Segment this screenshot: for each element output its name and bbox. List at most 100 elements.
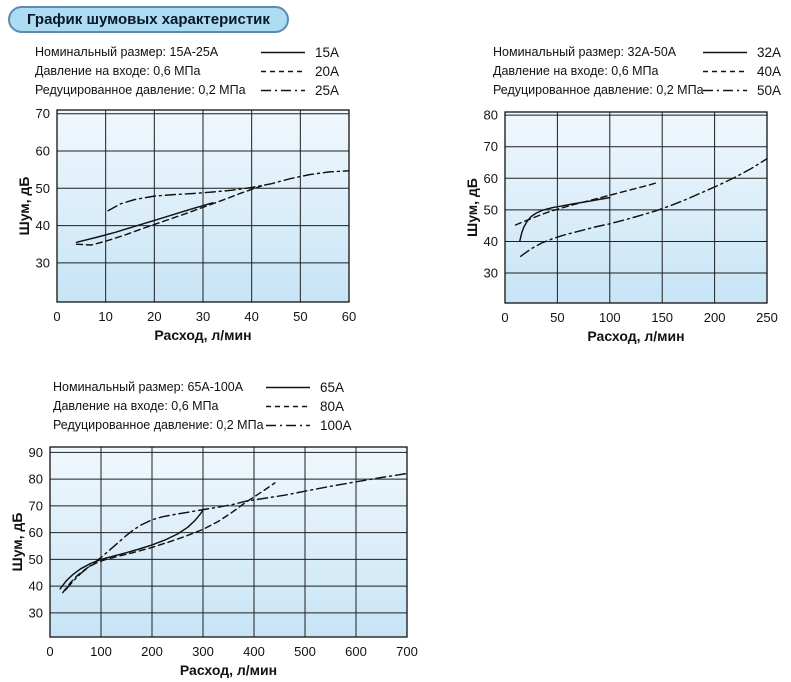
legend-key-label: 40А [757, 64, 782, 79]
legend-keys-15a-25a: 15А 20А 25А [260, 43, 339, 100]
series-20А [75, 185, 263, 246]
x-tick-label: 200 [704, 310, 726, 325]
x-tick-label: 100 [90, 644, 112, 659]
series-15А [75, 202, 214, 244]
y-tick-label: 50 [484, 202, 498, 217]
x-tick-label: 10 [98, 309, 112, 324]
legend-key-50a: 50А [702, 81, 781, 100]
y-tick-label: 50 [36, 181, 50, 196]
x-tick-label: 50 [550, 310, 564, 325]
x-tick-label: 50 [293, 309, 307, 324]
plot-area [505, 112, 767, 303]
y-tick-label: 60 [29, 525, 43, 540]
legend-reduced-pressure: Редуцированное давление: 0,2 МПа [493, 83, 704, 97]
legend-key-100a: 100А [265, 416, 352, 435]
y-tick-label: 40 [484, 234, 498, 249]
x-axis-title: Расход, л/мин [154, 327, 251, 343]
dashdot-line-sample-icon [265, 422, 311, 429]
legend-nominal-size: Номинальный размер: 15А-25А [35, 45, 219, 59]
solid-line-sample-icon [265, 384, 311, 391]
plot-border [56, 109, 350, 303]
y-tick-label: 80 [29, 472, 43, 487]
y-tick-label: 60 [484, 171, 498, 186]
noise-chart-15a-25a: 30 40 50 60 70 0 10 20 30 40 50 60 Расход, л/мин Шум,… [16, 106, 356, 343]
y-tick-label: 60 [36, 144, 50, 159]
legend-inlet-pressure: Давление на входе: 0,6 МПа [53, 399, 219, 413]
series-40А [514, 181, 658, 226]
solid-line-sample-icon [702, 49, 748, 56]
x-tick-label: 30 [196, 309, 210, 324]
x-axis-title: Расход, л/мин [587, 328, 684, 344]
series-32А [518, 196, 611, 243]
legend-key-65a: 65А [265, 378, 352, 397]
x-tick-label: 200 [141, 644, 163, 659]
y-tick-label: 80 [484, 108, 498, 123]
x-tick-label: 500 [294, 644, 316, 659]
x-tick-label: 250 [756, 310, 778, 325]
y-tick-label: 30 [29, 605, 43, 620]
y-axis-title: Шум, дБ [9, 513, 25, 572]
legend-info-65a-100a: Номинальный размер: 65А-100А Давление на… [53, 378, 264, 435]
x-tick-label: 100 [599, 310, 621, 325]
x-tick-label: 300 [192, 644, 214, 659]
legend-key-label: 20А [315, 64, 340, 79]
y-tick-label: 40 [36, 218, 50, 233]
legend-key-20a: 20А [260, 62, 339, 81]
legend-key-label: 100А [320, 418, 352, 433]
y-tick-label: 70 [29, 498, 43, 513]
dashed-line-sample-icon [265, 403, 311, 410]
legend-nominal-size: Номинальный размер: 32А-50А [493, 45, 677, 59]
y-axis-title: Шум, дБ [464, 178, 480, 237]
legend-key-label: 50А [757, 83, 782, 98]
dashdot-line-sample-icon [702, 87, 748, 94]
legend-key-32a: 32А [702, 43, 781, 62]
legend-key-label: 65А [320, 380, 345, 395]
dashed-line-sample-icon [260, 68, 306, 75]
y-tick-label: 30 [484, 266, 498, 281]
noise-chart-65a-100a: 30 40 50 60 70 80 90 0 100 200 300 400 500 600 700 Расх… [9, 445, 418, 678]
x-tick-label: 0 [53, 309, 60, 324]
y-tick-label: 30 [36, 255, 50, 270]
x-tick-label: 60 [342, 309, 356, 324]
legend-inlet-pressure: Давление на входе: 0,6 МПа [35, 64, 201, 78]
legend-key-15a: 15А [260, 43, 339, 62]
dashdot-line-sample-icon [260, 87, 306, 94]
y-tick-label: 70 [484, 139, 498, 154]
solid-line-sample-icon [260, 49, 306, 56]
noise-chart-32a-50a: 30 40 50 60 70 80 0 50 100 150 200 250 Расход, л/мин… [464, 108, 778, 344]
plot-border [49, 446, 408, 638]
x-tick-label: 150 [651, 310, 673, 325]
y-tick-label: 50 [29, 552, 43, 567]
x-axis-title: Расход, л/мин [180, 662, 277, 678]
legend-reduced-pressure: Редуцированное давление: 0,2 МПа [35, 83, 246, 97]
plot-border [504, 111, 768, 304]
legend-key-label: 25А [315, 83, 340, 98]
legend-key-label: 80А [320, 399, 345, 414]
x-tick-label: 0 [46, 644, 53, 659]
series-100А [64, 472, 408, 591]
legend-key-label: 32А [757, 45, 782, 60]
dashed-line-sample-icon [702, 68, 748, 75]
plot-area [50, 447, 407, 637]
series-25А [107, 170, 350, 212]
x-tick-label: 20 [147, 309, 161, 324]
series-50А [519, 157, 768, 258]
x-tick-label: 0 [501, 310, 508, 325]
x-tick-label: 400 [243, 644, 265, 659]
x-tick-label: 700 [396, 644, 418, 659]
series-65А [59, 508, 205, 590]
page-title: График шумовых характеристик [8, 6, 289, 33]
legend-info-32a-50a: Номинальный размер: 32А-50А Давление на … [493, 43, 704, 100]
legend-info-15a-25a: Номинальный размер: 15А-25А Давление на … [35, 43, 246, 100]
y-tick-label: 40 [29, 579, 43, 594]
legend-key-80a: 80А [265, 397, 352, 416]
legend-keys-32a-50a: 32А 40А 50А [702, 43, 781, 100]
x-tick-label: 40 [244, 309, 258, 324]
legend-nominal-size: Номинальный размер: 65А-100А [53, 380, 244, 394]
legend-key-25a: 25А [260, 81, 339, 100]
legend-key-40a: 40А [702, 62, 781, 81]
y-axis-title: Шум, дБ [16, 177, 32, 236]
legend-inlet-pressure: Давление на входе: 0,6 МПа [493, 64, 659, 78]
y-tick-label: 90 [29, 445, 43, 460]
legend-keys-65a-100a: 65А 80А 100А [265, 378, 352, 435]
